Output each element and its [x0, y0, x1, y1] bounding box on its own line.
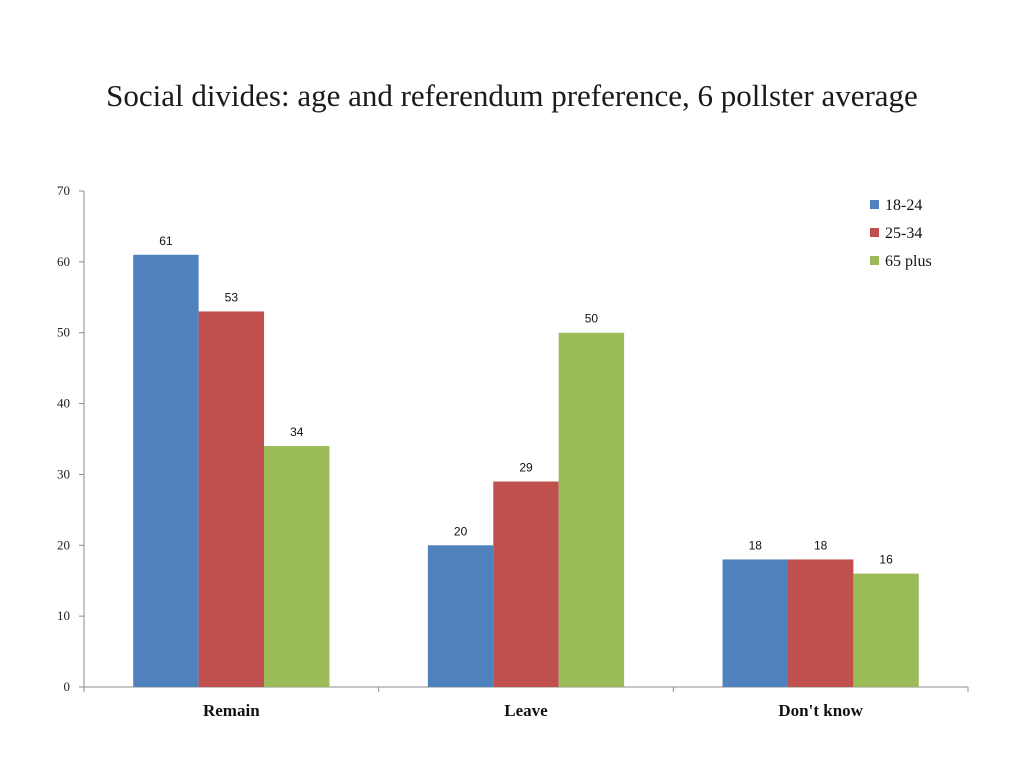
bar	[198, 311, 265, 687]
chart-legend: 18-24 25-34 65 plus	[870, 197, 932, 270]
bar	[853, 573, 919, 687]
category-label: Don't know	[778, 701, 863, 720]
legend-label: 25-34	[885, 225, 922, 242]
y-tick-label: 30	[57, 466, 70, 481]
data-label: 16	[879, 553, 893, 567]
y-tick-label: 50	[57, 325, 70, 340]
y-tick-label: 70	[57, 183, 70, 198]
y-tick-label: 10	[57, 608, 70, 623]
bar	[558, 332, 625, 687]
bar	[133, 254, 199, 687]
category-label: Leave	[504, 701, 548, 720]
bar	[493, 481, 559, 687]
data-label: 34	[290, 425, 304, 439]
data-label: 18	[749, 538, 763, 552]
chart-bars	[133, 254, 919, 687]
y-tick-label: 40	[57, 396, 70, 411]
y-tick-label: 20	[57, 537, 70, 552]
data-label: 61	[159, 234, 173, 248]
legend-swatch	[870, 256, 879, 265]
legend-swatch	[870, 228, 879, 237]
legend-label: 18-24	[885, 197, 922, 214]
legend-swatch	[870, 200, 879, 209]
chart-labels: 61 53 34 Remain 20 29 50 Leave 18 18 16 Don't know	[159, 234, 893, 720]
bar	[722, 559, 788, 687]
y-tick-label: 0	[64, 679, 71, 694]
data-label: 18	[814, 538, 828, 552]
legend-label: 65 plus	[885, 253, 932, 270]
chart-title: Social divides: age and referendum prefe…	[106, 78, 918, 113]
data-label: 29	[519, 461, 533, 475]
data-label: 20	[454, 524, 468, 538]
data-label: 50	[585, 312, 599, 326]
category-label: Remain	[203, 701, 260, 720]
data-label: 53	[225, 290, 239, 304]
y-tick-label: 60	[57, 254, 70, 269]
bar	[787, 559, 854, 687]
bar	[264, 446, 330, 687]
bar	[427, 545, 494, 687]
